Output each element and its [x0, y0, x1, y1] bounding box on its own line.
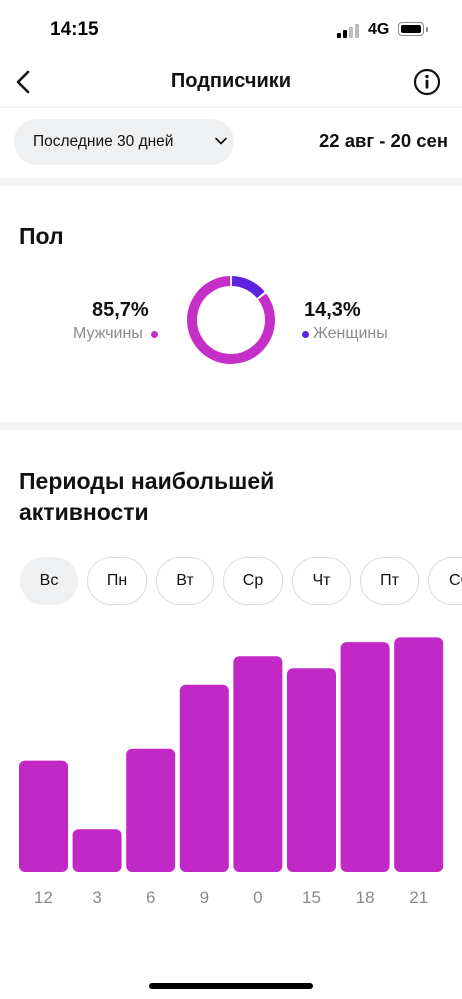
activity-heading: Периоды наибольшей активности — [19, 466, 274, 528]
male-donut-segment — [187, 275, 275, 364]
battery-icon — [398, 22, 424, 36]
day-tab-wed[interactable]: Ср — [223, 557, 283, 605]
bar-21 — [394, 637, 444, 872]
x-tick-label: 9 — [200, 888, 209, 907]
female-legend-dot — [302, 331, 309, 338]
day-tab-thu[interactable]: Чт — [292, 557, 351, 605]
x-tick-label: 6 — [146, 888, 155, 907]
info-button[interactable] — [412, 67, 442, 97]
day-tab-label: Сб — [449, 572, 462, 589]
male-label: Мужчины — [73, 325, 143, 342]
day-tab-label: Пт — [380, 572, 399, 589]
section-divider — [0, 178, 462, 186]
date-range-text: 22 авг - 20 сен — [319, 130, 448, 151]
day-tab-sun[interactable]: Вс — [20, 557, 78, 605]
activity-heading-line2: активности — [19, 499, 149, 525]
page-title: Подписчики — [170, 70, 292, 92]
male-legend-dot — [151, 331, 158, 338]
day-tab-label: Чт — [312, 572, 331, 589]
day-tab-tue[interactable]: Вт — [156, 557, 214, 605]
bar-15 — [287, 668, 336, 872]
x-tick-label: 12 — [34, 888, 53, 907]
bar-0 — [233, 656, 283, 872]
bar-9 — [179, 684, 229, 872]
x-tick-label: 15 — [302, 888, 321, 907]
female-percent: 14,3% — [304, 299, 361, 321]
info-icon — [413, 68, 441, 96]
activity-heading-line1: Периоды наибольшей — [19, 468, 275, 494]
back-button[interactable] — [8, 64, 44, 100]
date-range-label: Последние 30 дней — [33, 133, 174, 150]
x-tick-label: 0 — [253, 888, 262, 907]
header-divider — [0, 106, 462, 108]
chevron-left-icon — [16, 70, 30, 94]
bar-6 — [126, 748, 176, 872]
female-label: Женщины — [313, 325, 388, 342]
status-time: 14:15 — [50, 19, 99, 40]
x-tick-label: 18 — [356, 888, 375, 907]
network-type: 4G — [368, 21, 390, 38]
day-tab-label: Пн — [106, 572, 128, 589]
status-bar: 14:15 4G — [0, 0, 462, 60]
date-range-dropdown[interactable]: Последние 30 дней — [14, 119, 234, 165]
bar-12 — [19, 760, 68, 872]
activity-bar-chart: 12 3 6 9 0 15 18 21 — [19, 637, 444, 907]
section-divider — [0, 422, 462, 430]
gender-heading: Пол — [19, 223, 64, 249]
battery-tip — [426, 27, 428, 32]
day-tab-label: Вс — [39, 572, 59, 589]
male-percent: 85,7% — [92, 299, 149, 321]
bar-18 — [340, 642, 390, 872]
day-tab-label: Ср — [242, 572, 264, 589]
day-tab-fri[interactable]: Пт — [360, 557, 419, 605]
female-donut-segment — [187, 276, 275, 364]
day-tab-label: Вт — [176, 572, 194, 589]
day-tab-sat[interactable]: Сб — [428, 557, 462, 605]
chevron-down-icon — [215, 137, 227, 145]
cellular-signal-icon — [337, 24, 363, 38]
home-indicator — [149, 983, 313, 989]
bar-3 — [72, 829, 122, 872]
gender-donut-chart — [187, 275, 275, 364]
day-tab-mon[interactable]: Пн — [87, 557, 147, 605]
top-nav: Подписчики — [0, 60, 462, 106]
x-tick-label: 21 — [409, 888, 428, 907]
x-tick-label: 3 — [92, 888, 101, 907]
